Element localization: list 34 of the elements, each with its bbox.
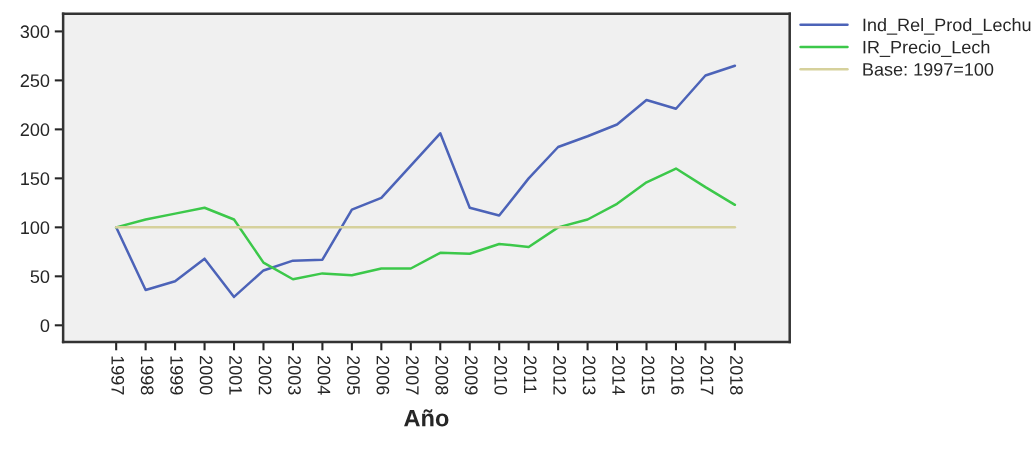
line-series — [114, 64, 737, 299]
x-tick-label: 2012 — [553, 356, 567, 395]
x-tick-label: 2016 — [671, 356, 684, 395]
y-tick-label: 300 — [20, 25, 50, 39]
x-tick-label: 2001 — [229, 356, 242, 395]
x-tick-label: 2003 — [288, 356, 301, 395]
y-tick-label: 250 — [20, 74, 50, 88]
x-tick-label: 1999 — [170, 356, 184, 395]
x-tick-label: 2010 — [494, 356, 508, 395]
x-tick-label: 2009 — [464, 356, 478, 395]
x-tick-label: 2005 — [347, 356, 360, 395]
x-tick-label: 1998 — [140, 356, 154, 395]
x-tick-label: 2017 — [700, 356, 714, 395]
legend-label: IR_Precio_Lech — [863, 40, 990, 57]
y-tick-label: 50 — [30, 270, 50, 284]
y-tick-label: 150 — [21, 172, 50, 186]
y-tick-label: 0 — [40, 319, 50, 333]
x-tick-label: 2002 — [258, 356, 272, 395]
x-tick-label: 2018 — [730, 356, 743, 395]
x-tick-label: 2011 — [523, 356, 537, 394]
y-tick-label: 100 — [21, 221, 50, 235]
y-tick-label: 200 — [20, 123, 50, 137]
x-tick-label: 2015 — [641, 356, 655, 395]
legend-label: Base: 1997=100 — [863, 63, 994, 76]
x-tick-label: 2004 — [317, 356, 331, 395]
x-tick-label: 2000 — [199, 356, 213, 395]
legend-label: Ind_Rel_Prod_Lechu — [863, 18, 1031, 35]
x-tick-label: 2014 — [612, 356, 625, 395]
x-tick-label: 1997 — [111, 356, 125, 395]
x-tick-label: 2007 — [405, 356, 419, 395]
x-tick-label: 2008 — [435, 356, 449, 395]
x-tick-label: 2006 — [376, 356, 390, 395]
x-axis-title: Año — [404, 409, 449, 427]
x-tick-label: 2013 — [582, 356, 596, 395]
